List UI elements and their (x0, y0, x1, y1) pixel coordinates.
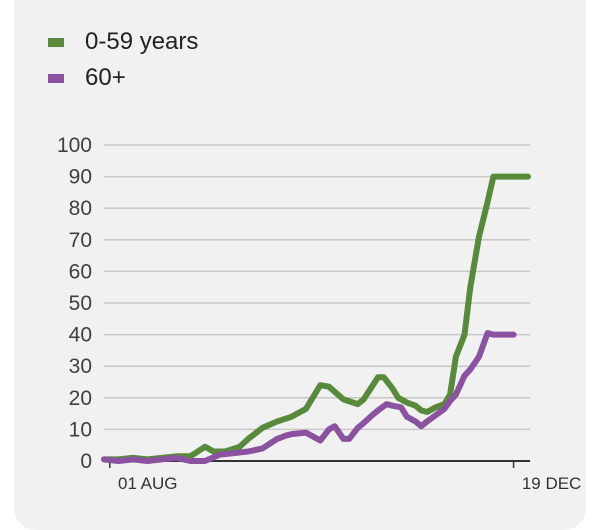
legend: 0-59 years 60+ (48, 24, 198, 96)
legend-swatch-60-plus (48, 73, 64, 83)
y-tick-label-20: 20 (69, 387, 92, 410)
y-tick-label-90: 90 (69, 166, 92, 189)
series-line-0-59-years (101, 173, 531, 463)
series-line-60-plus (101, 330, 517, 464)
y-tick-label-70: 70 (69, 229, 92, 252)
legend-label-60-plus: 60+ (85, 64, 126, 91)
legend-swatch-0-59-years (48, 37, 64, 47)
y-tick-label-0: 0 (80, 450, 92, 473)
line-chart: 0 10 20 30 40 50 60 70 80 90 100 01 AUG 19 DEC (57, 134, 582, 493)
legend-item-60-plus: 60+ (48, 60, 198, 96)
y-tick-label-10: 10 (69, 418, 92, 441)
y-tick-label-30: 30 (69, 355, 92, 378)
y-tick-label-60: 60 (69, 260, 92, 283)
y-tick-label-50: 50 (69, 292, 92, 315)
x-tick-label-0: 01 AUG (118, 474, 178, 493)
y-tick-label-40: 40 (69, 324, 92, 347)
legend-item-0-59-years: 0-59 years (48, 24, 198, 60)
chart-panel: y (14, 0, 586, 530)
y-tick-label-100: 100 (57, 134, 92, 157)
y-tick-label-80: 80 (69, 197, 92, 220)
legend-label-0-59-years: 0-59 years (85, 28, 199, 55)
x-tick-label-1: 19 DEC (522, 474, 582, 493)
